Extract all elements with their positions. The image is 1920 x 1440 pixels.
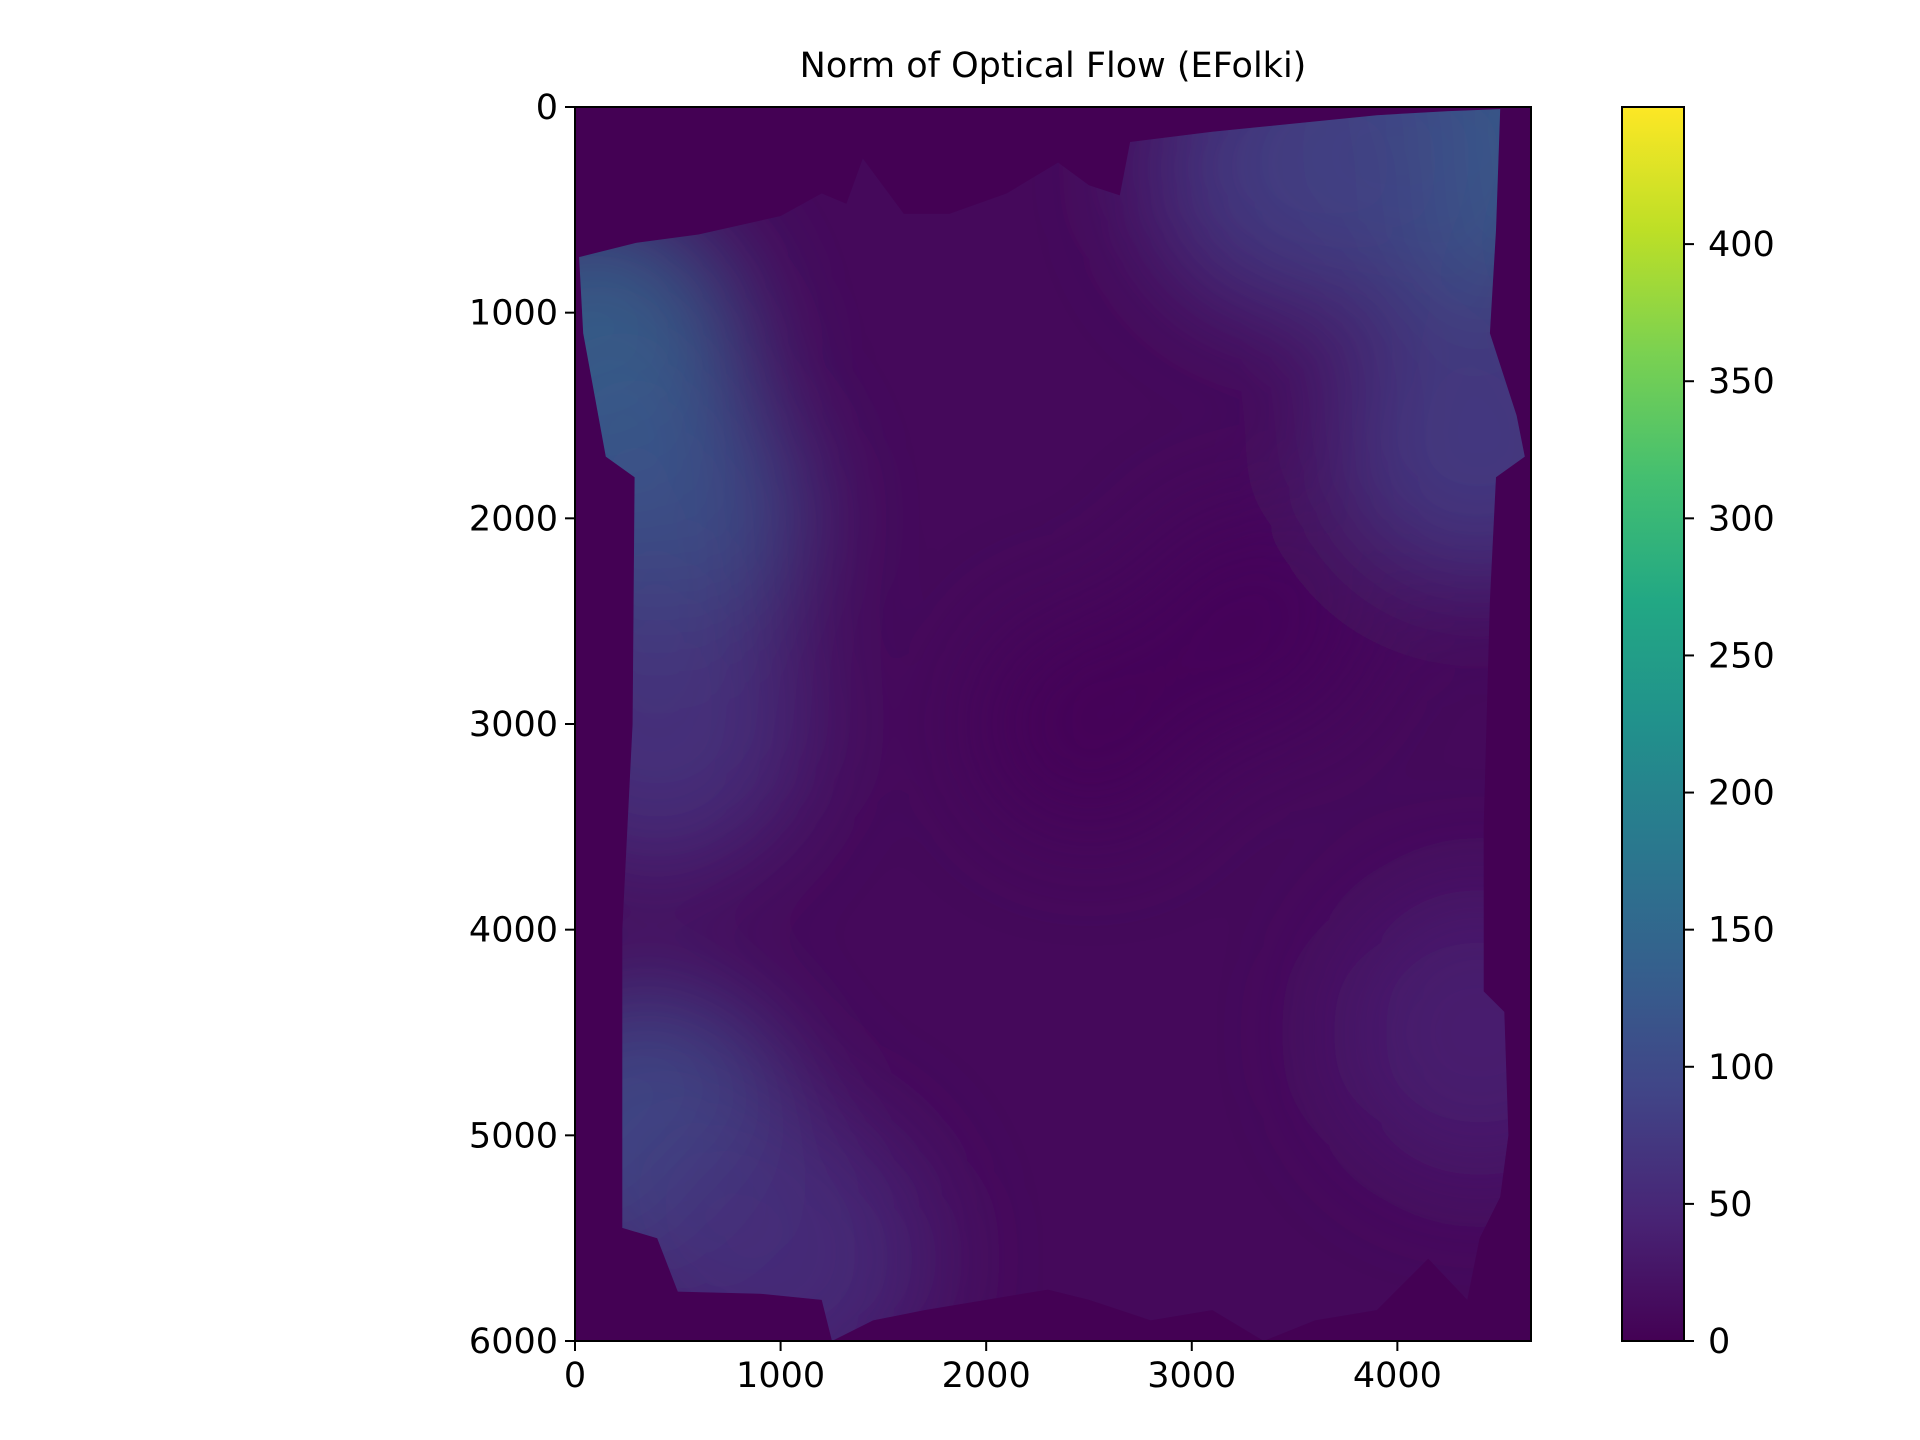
x-tick-label: 0: [564, 1356, 586, 1396]
colorbar-axis: 0 50 100 150 200 250 300 350 400: [1684, 225, 1775, 1362]
flow-sample-2: [1144, 109, 1445, 319]
flow-sample-10: [979, 614, 1199, 834]
flow-sample-8: [1329, 286, 1525, 587]
y-axis: 0 1000 2000 3000 4000 5000 6000: [469, 88, 575, 1362]
colorbar-tick-label: 200: [1708, 774, 1775, 814]
colorbar-tick-label: 150: [1708, 911, 1775, 951]
x-tick-label: 4000: [1353, 1356, 1442, 1396]
flow-sample-11: [1143, 511, 1364, 732]
flow-sample-9: [1329, 882, 1525, 1183]
colorbar-tick-label: 50: [1708, 1185, 1753, 1225]
y-tick-label: 1000: [469, 294, 558, 334]
heatmap-plot-area: [575, 107, 1531, 1341]
colorbar-tick-label: 250: [1708, 636, 1775, 676]
chart-title: Norm of Optical Flow (EFolki): [800, 46, 1307, 86]
colorbar-tick-label: 100: [1708, 1048, 1775, 1088]
x-tick-label: 2000: [942, 1356, 1031, 1396]
x-tick-label: 1000: [736, 1356, 825, 1396]
x-tick-label: 3000: [1147, 1356, 1236, 1396]
colorbar-tick-label: 400: [1708, 225, 1775, 265]
y-tick-label: 6000: [469, 1322, 558, 1362]
colorbar-tick-label: 350: [1708, 362, 1775, 402]
y-tick-label: 3000: [469, 705, 558, 745]
y-tick-label: 2000: [469, 499, 558, 539]
y-tick-label: 0: [536, 88, 558, 128]
y-tick-label: 4000: [469, 911, 558, 951]
colorbar-frame: [1621, 106, 1685, 1342]
colorbar-tick-label: 0: [1708, 1322, 1730, 1362]
x-axis: 0 1000 2000 3000 4000: [564, 1341, 1442, 1396]
y-tick-label: 5000: [469, 1116, 558, 1156]
colorbar: [1622, 107, 1684, 1341]
colorbar-tick-label: 300: [1708, 499, 1775, 539]
